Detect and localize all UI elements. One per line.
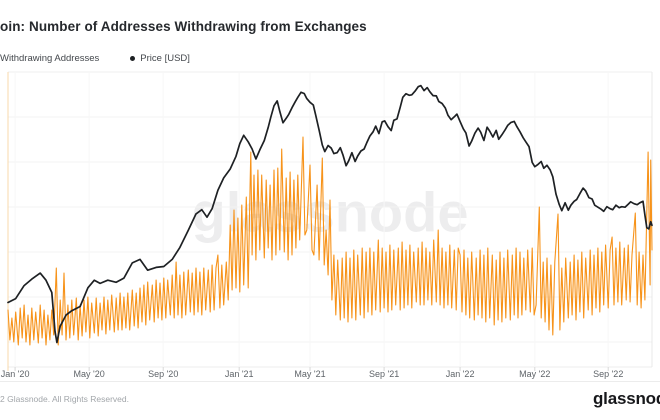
chart-title: oin: Number of Addresses Withdrawing fro… [0, 19, 367, 34]
price-line [7, 84, 653, 344]
legend-item-price[interactable]: Price [USD] [130, 53, 190, 64]
copyright-text: 2 Glassnode. All Rights Reserved. [0, 394, 129, 404]
legend-label: Withdrawing Addresses [0, 53, 100, 64]
legend-label: Price [USD] [140, 53, 190, 64]
price-series-dot-icon [130, 56, 136, 61]
footer: 2 Glassnode. All Rights Reserved. glassn… [0, 381, 660, 420]
chart-legend: Withdrawing Addresses Price [USD] [0, 53, 190, 64]
glassnode-logo[interactable]: glassnode [593, 389, 660, 408]
legend-item-withdrawing-addresses[interactable]: Withdrawing Addresses [0, 53, 99, 64]
withdrawing-addresses-line [7, 136, 653, 346]
